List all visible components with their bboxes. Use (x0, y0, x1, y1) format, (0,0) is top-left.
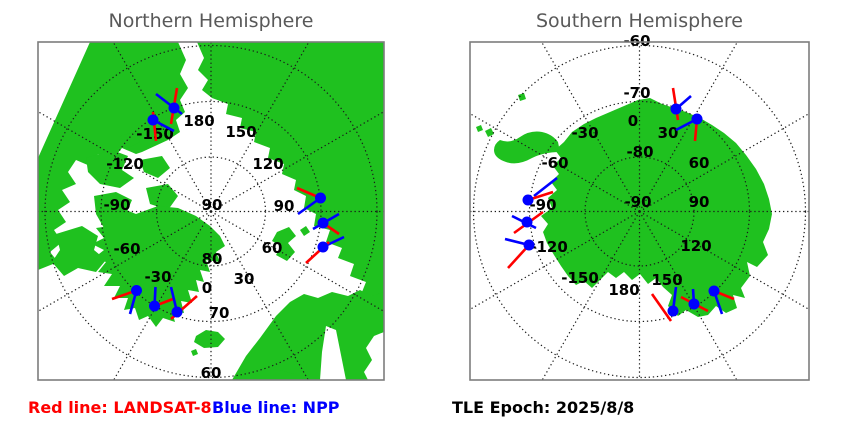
satellite-marker (147, 114, 159, 126)
north-map-title: Northern Hemisphere (108, 10, 314, 32)
graticule-label: 60 (689, 154, 710, 172)
graticule-label: 60 (262, 239, 283, 257)
graticule-label: 90 (202, 196, 223, 214)
meridian-line (540, 42, 641, 212)
graticule-label: -150 (561, 269, 599, 287)
graticule-label: 180 (608, 281, 639, 299)
graticule-label: -60 (541, 154, 568, 172)
landmass (518, 93, 526, 101)
satellite-marker (708, 285, 720, 297)
meridian-line (470, 112, 640, 213)
landmass (52, 226, 106, 276)
landmass (140, 156, 170, 178)
latitude-circle (528, 100, 751, 323)
satellite-marker (317, 217, 329, 229)
npp-track-segment (533, 176, 558, 198)
graticule-label: -80 (626, 143, 653, 161)
meridian-line (638, 211, 738, 380)
graticule-label: -30 (144, 268, 171, 286)
satellite-marker (522, 194, 534, 206)
map-border (469, 41, 810, 381)
graticule-label: 70 (209, 304, 230, 322)
graticule-label: 60 (201, 364, 222, 382)
landmass (485, 128, 494, 137)
meridian-line (210, 211, 309, 380)
graticule-label: 120 (252, 155, 283, 173)
landmass (191, 349, 198, 356)
meridian-line (541, 211, 641, 380)
landmass (476, 125, 483, 132)
satellite-marker (667, 305, 679, 317)
latitude-circle (44, 44, 378, 379)
meridian-line (210, 42, 310, 212)
legend-blue-line: Blue line: NPP (212, 398, 340, 417)
graticule-label: 150 (651, 271, 682, 289)
graticule-label: 0 (202, 279, 212, 297)
map-border (37, 41, 385, 381)
satellite-marker (131, 285, 142, 296)
landmass (494, 131, 560, 164)
landmass (92, 206, 225, 327)
south-hemisphere-map (470, 42, 809, 380)
meridian-line (113, 211, 212, 380)
graticule-label: -90 (103, 196, 130, 214)
north-hemisphere-map (38, 42, 384, 380)
latitude-circle (100, 100, 322, 323)
legend-tle-epoch: TLE Epoch: 2025/8/8 (452, 398, 635, 417)
graticule-label: 30 (658, 124, 679, 142)
satellite-marker (521, 216, 533, 228)
landmass (197, 42, 384, 316)
graticule-label: -60 (113, 240, 140, 258)
graticule-label: 80 (202, 250, 223, 268)
satellite-marker (171, 306, 183, 318)
meridian-line (210, 210, 384, 313)
satellite-marker (523, 239, 535, 251)
meridian-line (639, 112, 809, 213)
graticule-label: -120 (106, 155, 144, 173)
satellite-marker (688, 298, 700, 310)
landmass (146, 184, 178, 210)
landmass (272, 370, 298, 380)
meridian-line (638, 42, 739, 212)
graticule-label: 90 (689, 193, 710, 211)
graticule-label: 30 (234, 270, 255, 288)
graticule-label: -70 (623, 84, 650, 102)
graticule-label: -90 (624, 193, 651, 211)
meridian-line (38, 110, 212, 213)
satellite-marker (691, 113, 703, 125)
landmass (194, 330, 225, 348)
landmass (300, 226, 310, 236)
landmass (232, 290, 384, 380)
satellite-marker (168, 102, 180, 114)
meridian-line (639, 210, 809, 311)
graticule-label: -30 (571, 124, 598, 142)
landmass (272, 227, 296, 261)
graticule-label: -90 (529, 196, 556, 214)
graticule-label: -120 (530, 238, 568, 256)
meridian-line (210, 110, 384, 213)
graticule-label: 0 (628, 112, 638, 130)
legend-red-line: Red line: LANDSAT-8 (28, 398, 212, 417)
meridian-line (112, 42, 212, 212)
meridian-line (38, 210, 212, 313)
satellite-marker (149, 300, 160, 312)
graticule-label: 90 (274, 197, 295, 215)
meridian-line (470, 210, 640, 311)
landmass (120, 132, 140, 148)
graticule-label: 150 (225, 123, 256, 141)
landmass (541, 98, 772, 317)
satellite-marker (315, 192, 326, 204)
latitude-circle (472, 44, 807, 379)
satellite-marker (670, 103, 682, 115)
graticule-label: -60 (623, 32, 650, 50)
landsat8-track-segment (650, 293, 673, 322)
south-map-title: Southern Hemisphere (535, 10, 743, 32)
satellite-marker (317, 241, 329, 253)
graticule-label: 180 (183, 112, 214, 130)
graticule-label: 120 (680, 237, 711, 255)
